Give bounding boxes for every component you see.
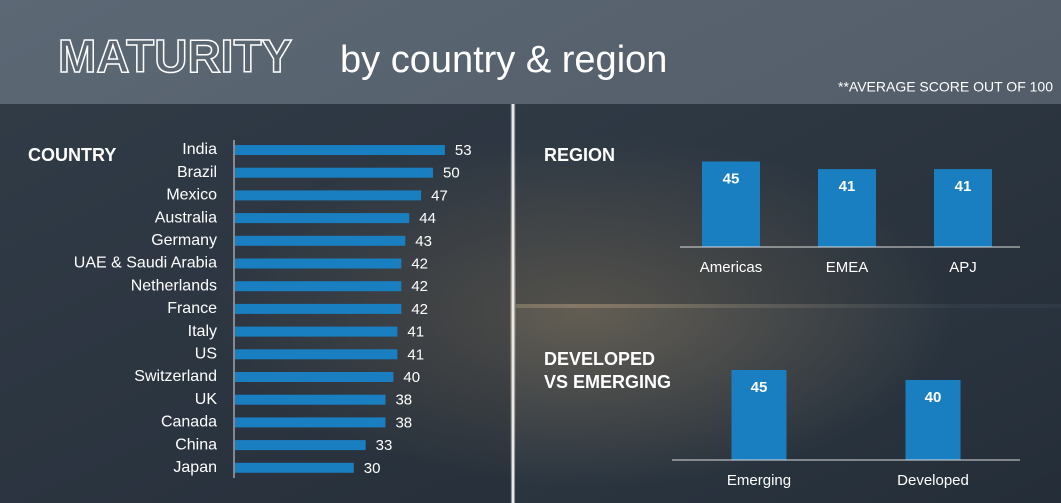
bar <box>235 190 422 201</box>
chart-title: COUNTRY <box>28 145 116 165</box>
value-label: 47 <box>431 187 448 204</box>
category-label: Canada <box>161 414 217 431</box>
value-label: 30 <box>364 460 381 477</box>
category-label: Japan <box>173 459 217 476</box>
bar <box>235 213 410 224</box>
category-label: Netherlands <box>131 277 217 294</box>
category-label: Switzerland <box>134 368 217 385</box>
value-label: 33 <box>376 437 393 454</box>
value-label: 45 <box>723 170 740 187</box>
value-label: 40 <box>925 389 942 406</box>
value-label: 42 <box>411 278 428 295</box>
value-label: 45 <box>751 379 768 396</box>
chart-title: REGION <box>544 145 615 165</box>
category-label: Developed <box>897 472 969 489</box>
value-label: 42 <box>411 301 428 318</box>
bar <box>235 394 386 405</box>
category-label: India <box>182 141 217 158</box>
bar <box>905 380 961 460</box>
chart-title: VS EMERGING <box>544 372 671 392</box>
value-label: 41 <box>407 324 424 341</box>
category-label: Emerging <box>727 472 791 489</box>
value-label: 41 <box>839 178 856 195</box>
value-label: 43 <box>415 233 432 250</box>
bar <box>818 169 876 247</box>
bar <box>235 258 402 269</box>
bar <box>934 169 992 247</box>
bar <box>235 372 394 382</box>
category-label: UK <box>195 391 218 408</box>
bar <box>235 326 398 337</box>
category-label: China <box>175 436 217 453</box>
category-label: France <box>167 300 217 317</box>
dev-panel <box>516 308 1061 503</box>
value-label: 44 <box>419 210 436 227</box>
category-label: Brazil <box>177 164 217 181</box>
bar <box>731 370 787 460</box>
header-band <box>0 0 1061 104</box>
value-label: 42 <box>411 255 428 272</box>
value-label: 40 <box>403 369 420 386</box>
category-label: APJ <box>949 259 977 276</box>
bar <box>235 145 445 155</box>
category-label: Italy <box>188 323 217 340</box>
value-label: 41 <box>955 178 972 195</box>
category-label: Americas <box>700 259 763 276</box>
bar <box>235 417 386 428</box>
note: **AVERAGE SCORE OUT OF 100 <box>838 79 1053 95</box>
category-label: US <box>195 346 217 363</box>
title-outline: MATURITY <box>58 30 292 82</box>
value-label: 50 <box>443 165 460 182</box>
category-label: EMEA <box>826 259 869 276</box>
category-label: UAE & Saudi Arabia <box>74 255 217 272</box>
value-label: 53 <box>455 142 472 159</box>
value-label: 38 <box>395 392 412 409</box>
bar <box>235 235 406 246</box>
bar <box>235 349 398 360</box>
category-label: Germany <box>151 232 217 249</box>
category-label: Mexico <box>166 187 217 204</box>
value-label: 41 <box>407 346 424 363</box>
bar <box>235 167 433 178</box>
bar <box>235 281 402 292</box>
bar <box>235 303 402 314</box>
chart-title: DEVELOPED <box>544 349 655 369</box>
bar <box>702 161 760 247</box>
category-label: Australia <box>155 209 217 226</box>
value-label: 38 <box>395 414 412 431</box>
bar <box>235 462 354 473</box>
title: by country & region <box>340 39 667 81</box>
bar <box>235 440 366 451</box>
